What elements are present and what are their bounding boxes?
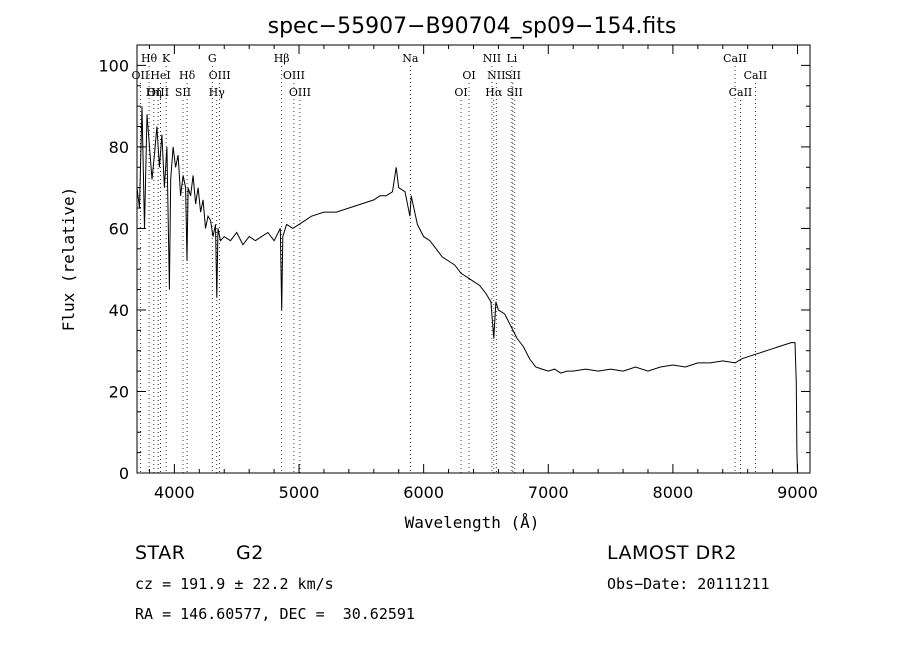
line-marker-label: OI xyxy=(454,86,467,99)
line-marker-label: SII xyxy=(505,69,521,82)
line-marker-label: Hβ xyxy=(274,52,290,65)
line-marker-label: SII xyxy=(507,86,523,99)
spectrum-line xyxy=(136,106,798,474)
line-marker-label: Na xyxy=(402,52,419,65)
line-marker-label: SII xyxy=(175,86,191,99)
x-tick-label: 7000 xyxy=(528,483,569,502)
line-marker-label: Hη xyxy=(146,86,162,99)
y-tick-label: 20 xyxy=(109,382,129,401)
y-tick-label: 80 xyxy=(109,138,129,157)
line-marker-label: CaII xyxy=(723,52,747,65)
line-marker-label: CaII xyxy=(729,86,753,99)
object-subclass: G2 xyxy=(236,542,264,564)
line-marker-label: Hδ xyxy=(179,69,196,82)
y-axis-label: Flux (relative) xyxy=(59,187,78,332)
y-tick-label: 0 xyxy=(119,464,129,483)
line-marker-label: NII xyxy=(483,52,501,65)
plot-frame xyxy=(136,44,811,474)
line-marker-label: OI xyxy=(462,69,475,82)
line-marker-label: OIII xyxy=(289,86,311,99)
x-tick-label: 9000 xyxy=(777,483,818,502)
x-tick-label: 6000 xyxy=(403,483,444,502)
sky-coordinates: RA = 146.60577, DEC = 30.62591 xyxy=(135,605,415,623)
y-tick-label: 100 xyxy=(98,56,129,75)
line-marker-label: NII xyxy=(487,69,505,82)
object-class: STAR xyxy=(135,542,186,564)
y-axis-ticks: 0 20 40 60 80 100 xyxy=(98,56,810,483)
observation-date: Obs−Date: 20111211 xyxy=(607,575,770,593)
line-marker-label: Hθ xyxy=(141,52,158,65)
x-axis-ticks: 4000 5000 6000 7000 8000 9000 xyxy=(148,45,818,502)
x-tick-label: 8000 xyxy=(653,483,694,502)
y-tick-label: 60 xyxy=(109,219,129,238)
survey-name: LAMOST DR2 xyxy=(607,542,737,564)
line-marker-label: OIII xyxy=(283,69,305,82)
redshift-velocity: cz = 191.9 ± 22.2 km/s xyxy=(135,575,334,593)
line-marker-label: CaII xyxy=(744,69,768,82)
line-marker-label: HeI xyxy=(150,69,170,82)
y-tick-label: 40 xyxy=(109,301,129,320)
line-marker-label: Hα xyxy=(485,86,503,99)
line-marker-label: OII xyxy=(132,69,150,82)
line-marker-label: Li xyxy=(506,52,517,65)
chart-title: spec−55907−B90704_sp09−154.fits xyxy=(268,14,677,39)
line-marker-label: OIII xyxy=(147,86,169,99)
x-tick-label: 5000 xyxy=(279,483,320,502)
line-marker-label: OIII xyxy=(209,69,231,82)
line-marker-label: Hγ xyxy=(209,86,226,99)
x-axis-label: Wavelength (Å) xyxy=(405,513,540,532)
x-tick-label: 4000 xyxy=(154,483,195,502)
line-marker-label: K xyxy=(162,52,171,65)
line-marker-label: G xyxy=(208,52,217,65)
